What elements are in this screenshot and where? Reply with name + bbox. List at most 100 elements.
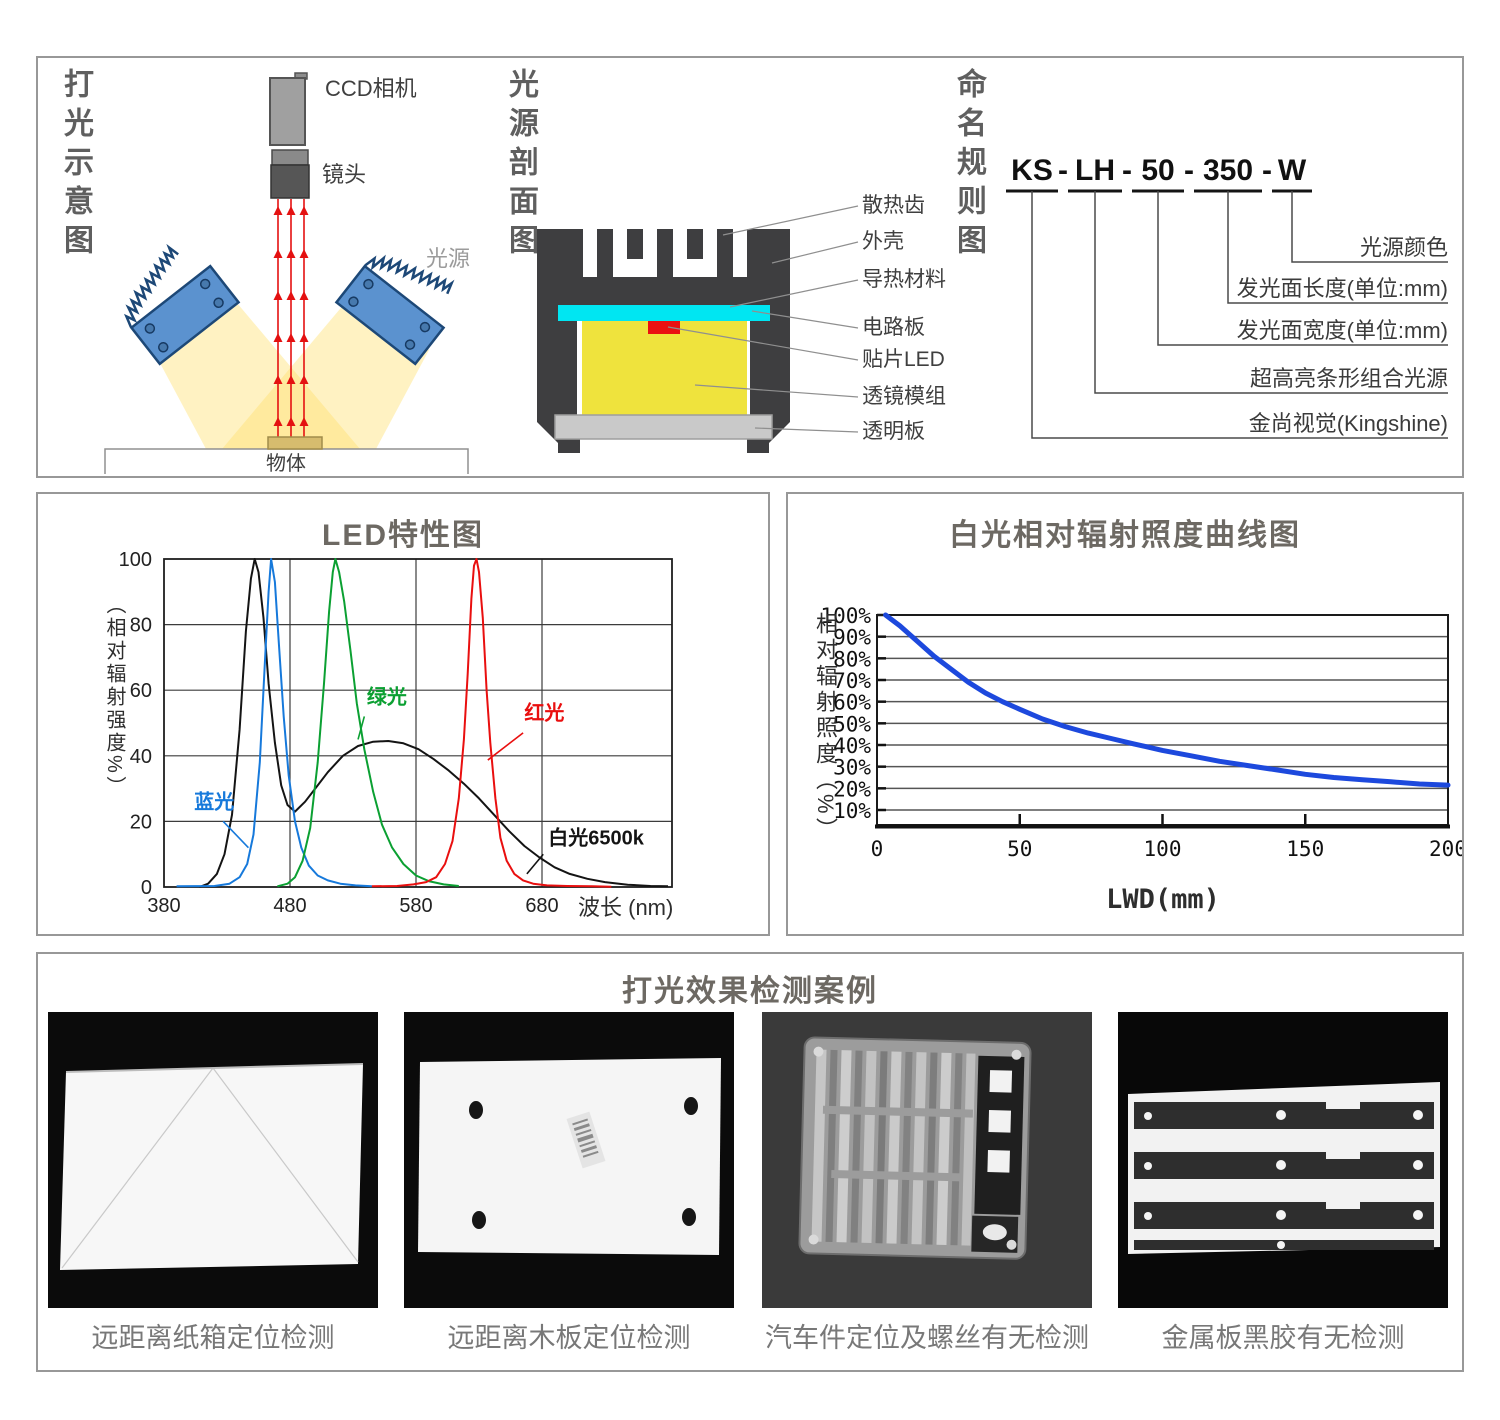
case-caption-ecu: 汽车件定位及螺丝有无检测 [765,1323,1089,1353]
irradiance-x-axis-label: LWD(mm) [1106,884,1220,915]
led-y-axis-label: （相对辐射强度%） [103,594,125,799]
svg-text:蓝光: 蓝光 [194,790,234,813]
light-source-label: 光源 [426,246,470,271]
label-light-color: 光源颜色 [1360,235,1448,260]
section-labels: 散热齿 外壳 导热材料 电路板 贴片LED 透镜模组 透明板 [862,194,946,443]
svg-text:50: 50 [1007,837,1032,861]
label-emitting-width: 发光面宽度(单位:mm) [1237,318,1448,343]
camera-label: CCD相机 [325,76,417,101]
svg-text:680: 680 [525,895,558,917]
svg-text:200: 200 [1429,837,1462,861]
naming-rule-diagram: KS - LH - 50 - 350 - W [1006,154,1448,439]
bar-light-left [123,243,241,366]
cross-section-title: 光源剖面图 [504,68,537,263]
label-housing: 外壳 [862,230,904,253]
case-image-board [404,1012,734,1308]
svg-text:绿光: 绿光 [367,684,407,708]
housing-top-block [537,229,790,307]
barcode-sticker [566,1111,606,1169]
housing-left-wall [537,229,577,450]
svg-text:100%: 100% [820,604,871,628]
code-segment-lh: LH [1075,154,1115,187]
label-heatsink-teeth: 散热齿 [862,194,925,217]
object-label: 物体 [266,452,306,474]
case-image-carton [48,1012,378,1308]
foot-right [747,439,769,453]
svg-text:580: 580 [399,895,432,917]
light-cross-section: 散热齿 外壳 导热材料 电路板 贴片LED 透镜模组 透明板 [537,194,946,453]
code-hyphen: - [1058,154,1068,187]
code-hyphen: - [1184,154,1194,187]
housing-right-wall [750,229,790,450]
led-spectrum-panel: LED特性图 （相对辐射强度%） 波长 (nm) 380 480 580 680 0 20… [36,492,770,936]
svg-text:红光: 红光 [524,701,564,725]
cases-title: 打光效果检测案例 [622,975,878,1008]
svg-text:80: 80 [130,615,152,637]
heatsink-fins-icon [364,254,455,295]
label-series-name: 超高亮条形组合光源 [1250,366,1448,391]
svg-text:40%: 40% [833,734,871,758]
label-lens-module: 透镜模组 [862,385,946,408]
lighting-diagram-title: 打光示意图 [59,68,92,263]
label-brand: 金尚视觉(Kingshine) [1249,411,1448,436]
top-panel: 打光示意图 光源剖面图 命名规则图 CCD相机 [36,56,1464,478]
smd-led [648,321,680,334]
svg-text:40: 40 [130,746,152,768]
irradiance-chart-title: 白光相对辐射照度曲线图 [949,519,1301,552]
label-smd-led: 贴片LED [862,348,945,371]
ray-arrowheads [273,206,309,426]
model-code: KS - LH - 50 - 350 - W [1011,154,1307,187]
bar-light-right [334,254,455,366]
naming-tree-lines [1031,191,1448,439]
heatsink-fins-icon [123,243,179,328]
label-transparent-plate: 透明板 [862,420,925,443]
irradiance-panel: 白光相对辐射照度曲线图 相对辐射照度（%） LWD(mm) 10% 20% 30% 4… [786,492,1467,936]
svg-text:60%: 60% [833,691,871,715]
svg-text:20: 20 [130,811,152,833]
case-image-strips [1118,1012,1448,1308]
svg-text:60: 60 [130,680,152,702]
svg-text:100: 100 [119,549,152,571]
svg-text:白光6500k: 白光6500k [548,825,644,849]
irradiance-chart-svg: 10%20%30%40%50%60%70%80%90%100% 0 50 100 150… [820,604,1467,861]
svg-text:70%: 70% [833,669,871,693]
lighting-schematic: CCD相机 镜头 [104,72,470,476]
lens-module [582,321,747,415]
label-emitting-length: 发光面长度(单位:mm) [1237,276,1448,301]
svg-text:0: 0 [141,877,152,899]
code-segment-50: 50 [1141,154,1174,187]
lens-mount [271,149,309,166]
top-diagrams-svg: CCD相机 镜头 [104,72,1448,476]
svg-text:50%: 50% [833,712,871,736]
code-segment-w: W [1278,154,1307,187]
naming-labels: 光源颜色 发光面长度(单位:mm) 发光面宽度(单位:mm) 超高亮条形组合光源… [1237,235,1448,436]
object-plate [267,436,323,450]
svg-text:20%: 20% [833,777,871,801]
ecu-body [798,1036,1032,1260]
label-thermal-material: 导热材料 [862,268,946,291]
case-image-ecu [762,1012,1092,1308]
svg-text:80%: 80% [833,647,871,671]
code-segment-ks: KS [1011,154,1053,187]
lens-label: 镜头 [322,162,366,187]
svg-text:150: 150 [1286,837,1324,861]
label-circuit-board: 电路板 [862,316,925,339]
ccd-camera-body [269,77,306,146]
irradiance-y-axis-label: 相对辐射照度（%） [813,612,838,844]
svg-text:480: 480 [273,895,306,917]
foot-left [558,439,580,453]
svg-text:90%: 90% [833,626,871,650]
code-segment-350: 350 [1203,154,1253,187]
heatsink-teeth-slots [583,229,747,277]
led-x-axis-label: 波长 (nm) [578,895,674,920]
cases-panel: 打光效果检测案例 远距离纸箱定位检测 远距离木板 [36,952,1464,1372]
naming-rule-title: 命名规则图 [952,68,985,263]
svg-text:100: 100 [1144,837,1182,861]
code-hyphen: - [1262,154,1272,187]
case-caption-board: 远距离木板定位检测 [447,1323,691,1353]
svg-text:380: 380 [147,895,180,917]
section-leader-lines [667,205,859,433]
svg-text:30%: 30% [833,756,871,780]
